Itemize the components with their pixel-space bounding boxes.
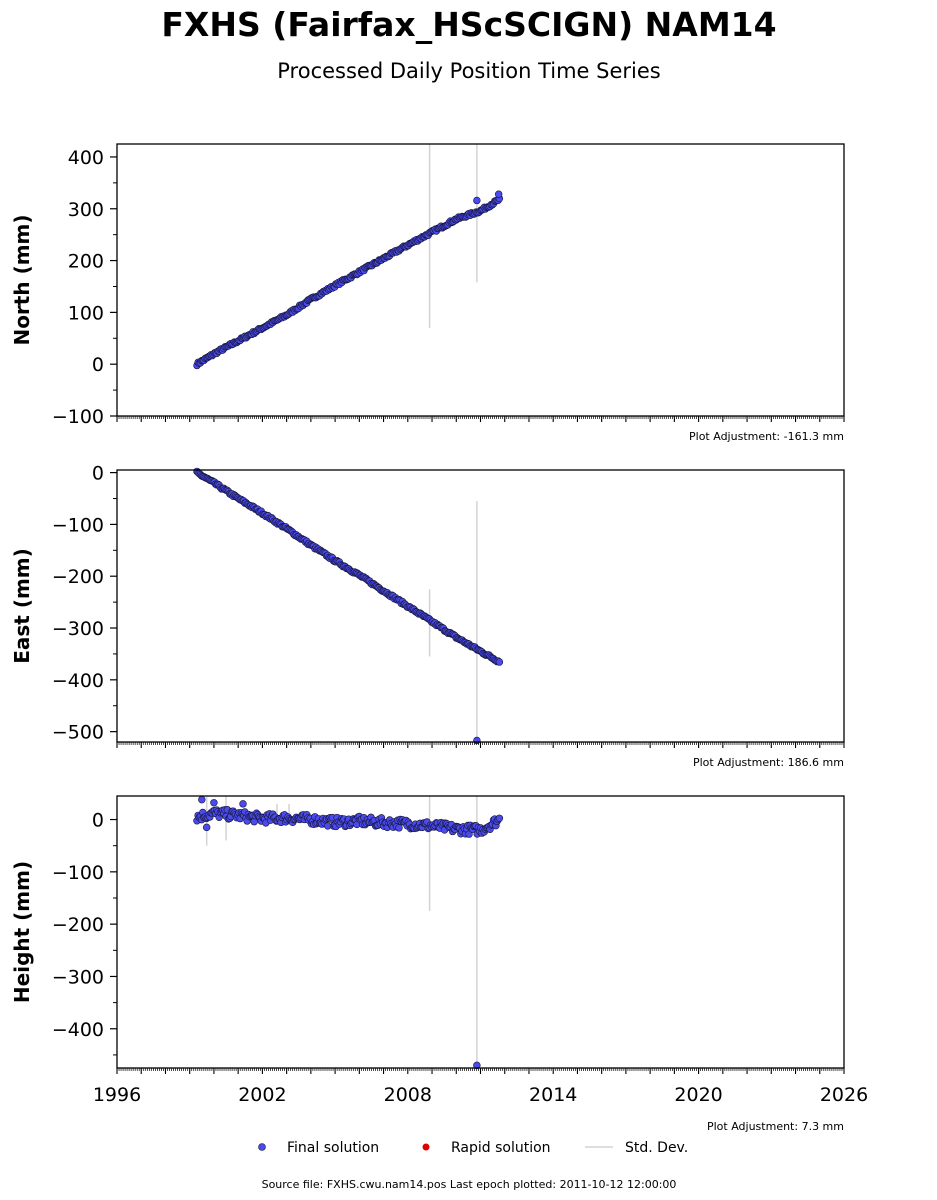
y-axis-label: North (mm) [10, 214, 34, 345]
x-tick-label: 2020 [674, 1084, 722, 1106]
data-point [494, 190, 503, 198]
panel-3: −400 −300 −200 −100 0 1996 2002 2008 2014 2020 202… [10, 795, 868, 1133]
chart-subtitle: Processed Daily Position Time Series [277, 59, 661, 83]
panel-2: −500 −400 −300 −200 −100 0 East (mm) Plot Adjus… [10, 463, 845, 769]
y-tick-label: 0 [92, 810, 104, 832]
y-tick-label: 0 [92, 354, 104, 376]
y-tick-label: −300 [52, 966, 104, 988]
data-point [495, 814, 504, 822]
legend-final-label: Final solution [287, 1140, 379, 1156]
y-tick-label: −400 [52, 670, 104, 692]
data-point [239, 800, 247, 808]
x-tick-label: 2014 [529, 1084, 577, 1106]
x-tick-label: 2026 [820, 1084, 868, 1106]
x-tick-label: 1996 [93, 1084, 141, 1106]
y-tick-label: −400 [52, 1019, 104, 1041]
plot-adjustment: Plot Adjustment: 7.3 mm [707, 1120, 844, 1133]
y-tick-label: −500 [52, 722, 104, 744]
panels: −100 0 100 200 300 400 North (mm) Plot Adjustme… [10, 143, 868, 1133]
source-footer: Source file: FXHS.cwu.nam14.pos Last epo… [262, 1178, 677, 1191]
chart-title: FXHS (Fairfax_HScSCIGN) NAM14 [161, 5, 776, 44]
y-tick-label: −100 [52, 406, 104, 428]
plot-adjustment: Plot Adjustment: 186.6 mm [693, 756, 844, 769]
axes-frame [116, 469, 845, 743]
y-tick-label: −200 [52, 914, 104, 936]
legend: Final solution Rapid solution Std. Dev. [258, 1140, 688, 1156]
legend-std-label: Std. Dev. [625, 1140, 688, 1156]
data-point [202, 823, 211, 832]
axes-frame [116, 143, 845, 417]
legend-final-marker [258, 1143, 266, 1151]
y-axis-label: East (mm) [10, 548, 34, 664]
data-point [473, 196, 481, 205]
data-point [473, 1061, 481, 1070]
data-point [210, 799, 218, 807]
data-point [198, 795, 206, 804]
data-point [250, 818, 258, 826]
data-point [495, 658, 504, 666]
y-axis-label: Height (mm) [10, 861, 34, 1003]
y-tick-label: −200 [52, 566, 104, 588]
y-tick-label: −100 [52, 862, 104, 884]
y-tick-label: 300 [68, 199, 104, 221]
plot-adjustment: Plot Adjustment: -161.3 mm [689, 430, 844, 443]
x-tick-label: 2002 [238, 1084, 286, 1106]
data-point [395, 824, 403, 832]
y-tick-label: 100 [68, 302, 104, 324]
x-tick-label: 2008 [384, 1084, 432, 1106]
legend-rapid-marker [422, 1143, 430, 1151]
y-tick-label: 0 [92, 463, 104, 485]
panel-1: −100 0 100 200 300 400 North (mm) Plot Adjustme… [10, 143, 845, 443]
legend-rapid-label: Rapid solution [451, 1140, 551, 1156]
y-tick-label: −100 [52, 514, 104, 536]
y-tick-label: 400 [68, 147, 104, 169]
y-tick-label: 200 [68, 251, 104, 273]
y-tick-label: −300 [52, 618, 104, 640]
